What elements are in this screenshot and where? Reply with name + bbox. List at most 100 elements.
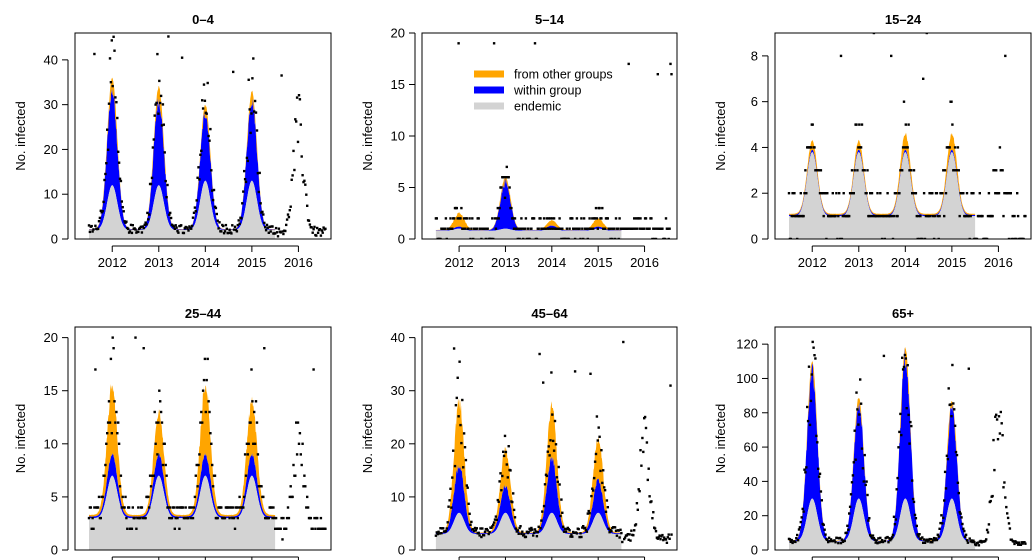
data-point (140, 231, 144, 234)
panel-6: 65+ 0 20 40 60 80 100 120 No. infected 2012201320… (713, 306, 1032, 560)
data-point (574, 227, 578, 230)
series-endemic (789, 498, 976, 550)
data-point (861, 467, 865, 470)
data-point (601, 206, 604, 210)
data-point (915, 214, 918, 218)
data-point (157, 421, 160, 424)
data-point (594, 206, 598, 210)
data-point (901, 146, 905, 149)
data-point (211, 485, 215, 488)
data-point (105, 442, 108, 445)
data-point (177, 506, 180, 509)
data-point (160, 124, 164, 127)
data-point (606, 506, 609, 509)
data-point (565, 227, 569, 230)
data-point (452, 347, 456, 350)
data-point (838, 192, 841, 195)
data-point (838, 237, 842, 239)
data-point (110, 39, 113, 42)
data-point (206, 357, 209, 361)
data-point (792, 214, 795, 218)
data-point (457, 415, 460, 418)
data-point (155, 101, 158, 105)
data-point (906, 364, 909, 367)
data-point (147, 495, 150, 499)
data-point (545, 217, 549, 220)
data-point (997, 192, 1001, 195)
y-tick-label: 0 (398, 543, 405, 558)
data-point (170, 516, 174, 520)
data-point (851, 474, 855, 477)
data-point (514, 527, 518, 530)
data-point (140, 506, 144, 509)
data-point (123, 220, 126, 223)
data-point (519, 227, 522, 230)
data-point (869, 534, 873, 538)
data-point (547, 445, 550, 448)
data-point (646, 478, 649, 482)
data-point (205, 378, 208, 382)
data-point (603, 227, 607, 230)
data-point (789, 540, 792, 543)
plot-frame (774, 32, 1032, 240)
data-point (568, 529, 571, 532)
data-point (595, 415, 599, 418)
data-point (661, 533, 664, 537)
data-point (562, 530, 566, 533)
data-point (883, 237, 886, 239)
data-point (642, 450, 645, 454)
data-point (621, 540, 624, 544)
data-point (312, 368, 315, 371)
data-point (817, 475, 821, 478)
data-point (139, 225, 143, 228)
data-point (125, 220, 128, 223)
data-point (568, 227, 571, 230)
data-point (220, 230, 223, 233)
y-tick-label: 0 (51, 232, 58, 247)
data-point (799, 192, 802, 195)
data-point (993, 468, 996, 472)
data-point (213, 474, 217, 477)
data-point (865, 480, 868, 483)
data-point (619, 528, 622, 531)
data-point (858, 123, 861, 126)
data-point (1013, 542, 1016, 546)
data-point (935, 192, 939, 195)
data-point (938, 527, 941, 530)
data-point (798, 214, 802, 218)
data-point (93, 52, 96, 56)
y-axis: 0 5 10 15 20 (44, 330, 69, 558)
data-point (451, 227, 454, 230)
data-point (804, 471, 807, 474)
data-point (106, 128, 109, 131)
data-point (901, 169, 904, 172)
data-point (536, 531, 539, 534)
data-point (468, 512, 471, 515)
data-point (483, 227, 487, 230)
data-point (448, 227, 451, 230)
data-point (468, 217, 471, 220)
data-point (466, 486, 469, 489)
data-point (253, 110, 256, 113)
legend-label: endemic (514, 100, 561, 114)
data-point (506, 476, 509, 479)
panel-title: 45–64 (531, 306, 568, 321)
data-point (458, 360, 461, 363)
data-point (613, 526, 617, 529)
data-point (142, 347, 145, 350)
data-point (860, 123, 864, 126)
data-point (903, 353, 907, 357)
data-point (245, 156, 249, 160)
data-point (469, 523, 472, 526)
data-point (490, 237, 493, 239)
data-point (552, 227, 555, 230)
data-point (627, 62, 630, 66)
data-point (586, 512, 589, 515)
data-point (1006, 516, 1010, 520)
data-point (791, 192, 794, 195)
data-point (862, 480, 865, 483)
data-point (790, 538, 793, 542)
data-point (842, 192, 845, 195)
data-point (197, 463, 200, 467)
y-tick-label: 0 (751, 543, 758, 558)
